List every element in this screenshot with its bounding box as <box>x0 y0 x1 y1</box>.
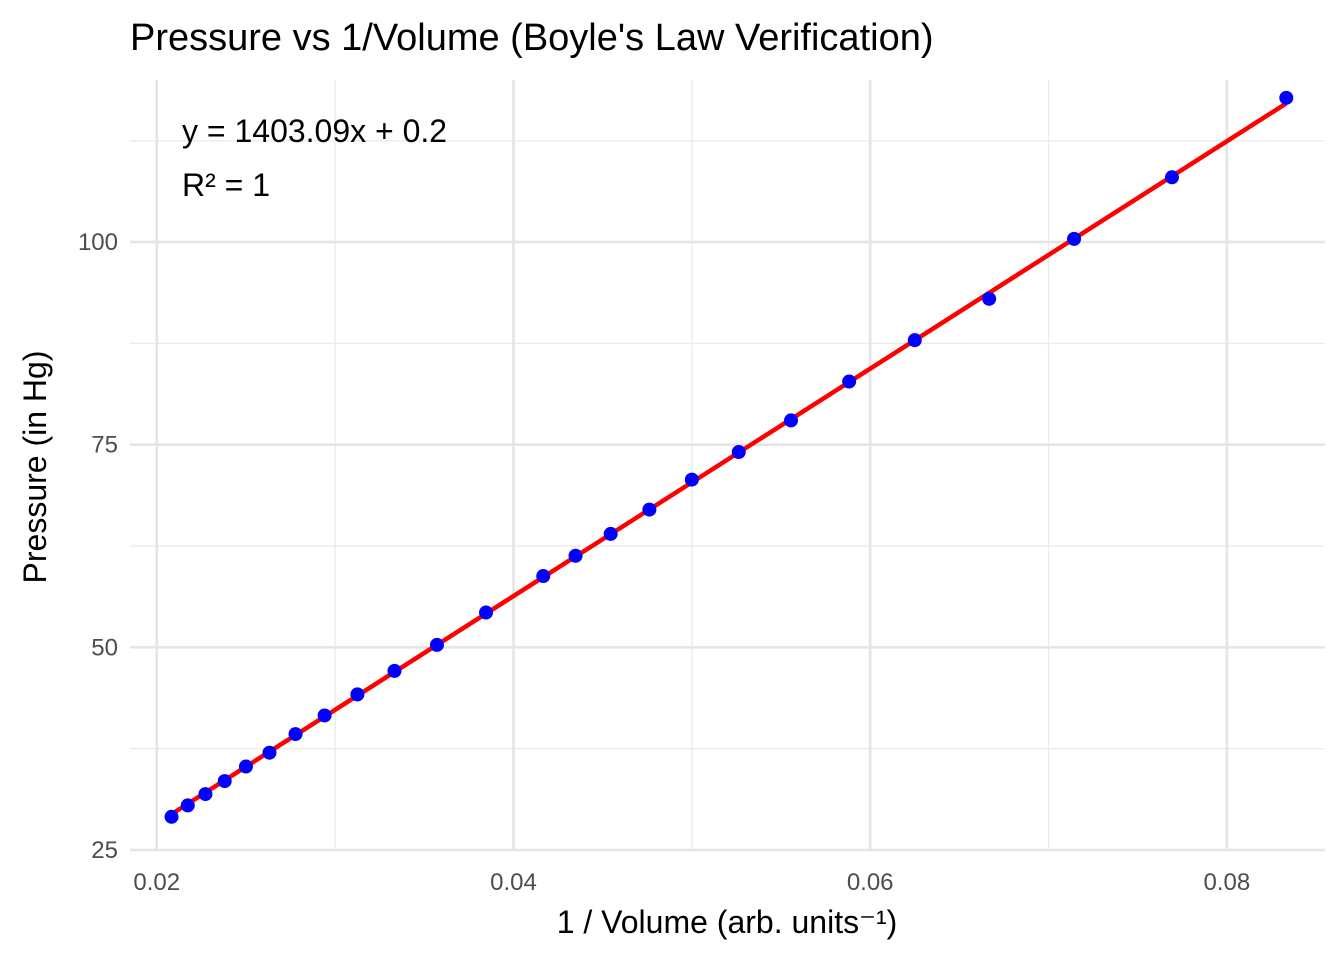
data-point <box>387 663 402 678</box>
grid-major <box>130 80 1325 852</box>
y-axis-title: Pressure (in Hg) <box>17 351 53 584</box>
x-tick-label: 0.08 <box>1204 869 1251 896</box>
chart-title: Pressure vs 1/Volume (Boyle's Law Verifi… <box>130 17 934 59</box>
fit-line <box>170 101 1288 817</box>
data-point <box>317 708 332 723</box>
x-tick-label: 0.04 <box>490 869 537 896</box>
data-point <box>164 809 179 824</box>
grid-minor <box>130 80 1325 850</box>
x-tick-labels: 0.02 0.04 0.06 0.08 <box>133 869 1250 896</box>
fit-layer <box>170 101 1288 817</box>
data-point <box>429 637 444 652</box>
data-point <box>1164 170 1179 185</box>
data-point <box>217 774 232 789</box>
data-point <box>238 759 253 774</box>
data-point <box>603 526 618 541</box>
x-tick-label: 0.06 <box>847 869 894 896</box>
data-point <box>1279 90 1294 105</box>
data-point <box>783 413 798 428</box>
x-axis-title: 1 / Volume (arb. units⁻¹) <box>557 904 898 940</box>
regression-equation: y = 1403.09x + 0.2 <box>182 113 447 149</box>
data-point <box>288 727 303 742</box>
data-point <box>568 548 583 563</box>
data-point <box>982 291 997 306</box>
x-tick-label: 0.02 <box>133 869 180 896</box>
data-point <box>350 687 365 702</box>
points-layer <box>164 90 1294 824</box>
data-point <box>731 445 746 460</box>
data-point <box>684 472 699 487</box>
data-point <box>907 333 922 348</box>
y-tick-label: 75 <box>91 432 118 459</box>
y-tick-labels: 25 50 75 100 <box>78 229 118 864</box>
data-point <box>536 569 551 584</box>
data-point <box>198 787 213 802</box>
data-point <box>479 605 494 620</box>
y-tick-label: 100 <box>78 229 118 256</box>
y-tick-label: 50 <box>91 634 118 661</box>
data-point <box>262 745 277 760</box>
r-squared-label: R² = 1 <box>182 167 270 203</box>
data-point <box>1067 231 1082 246</box>
data-point <box>842 374 857 389</box>
data-point <box>642 502 657 517</box>
data-point <box>180 798 195 813</box>
y-tick-label: 25 <box>91 837 118 864</box>
